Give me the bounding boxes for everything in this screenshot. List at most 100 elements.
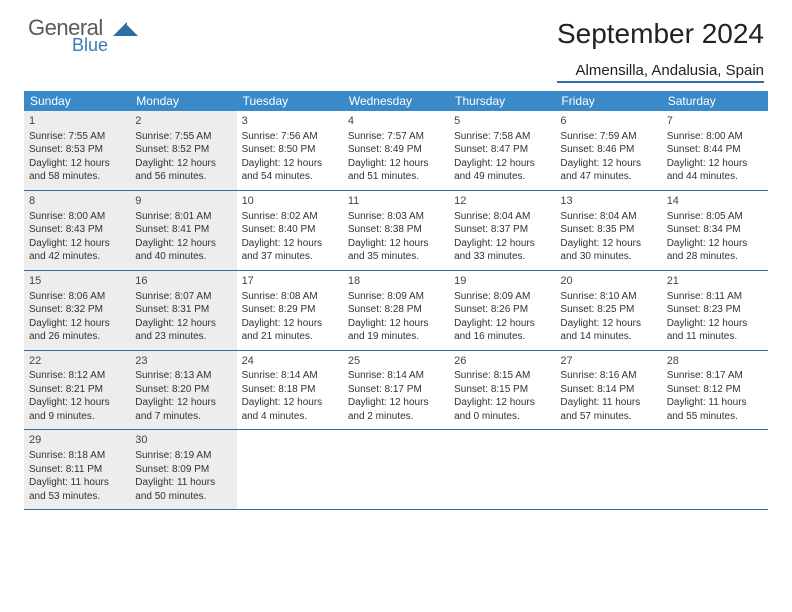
- daylight-line: Daylight: 12 hours and 56 minutes.: [135, 157, 231, 184]
- sunrise-line: Sunrise: 8:02 AM: [242, 210, 338, 224]
- sunrise-line: Sunrise: 8:09 AM: [454, 290, 550, 304]
- sunset-line: Sunset: 8:21 PM: [29, 383, 125, 397]
- day-cell: 8Sunrise: 8:00 AMSunset: 8:43 PMDaylight…: [24, 191, 130, 270]
- sunrise-line: Sunrise: 8:01 AM: [135, 210, 231, 224]
- day-number: 13: [560, 194, 656, 209]
- daylight-line: Daylight: 12 hours and 26 minutes.: [29, 317, 125, 344]
- day-number: 11: [348, 194, 444, 209]
- sunrise-line: Sunrise: 8:15 AM: [454, 369, 550, 383]
- daylight-line: Daylight: 12 hours and 37 minutes.: [242, 237, 338, 264]
- weekday-header: Monday: [130, 91, 236, 111]
- day-number: 19: [454, 274, 550, 289]
- day-cell: 18Sunrise: 8:09 AMSunset: 8:28 PMDayligh…: [343, 271, 449, 350]
- sunrise-line: Sunrise: 7:55 AM: [29, 130, 125, 144]
- sunset-line: Sunset: 8:11 PM: [29, 463, 125, 477]
- sunrise-line: Sunrise: 8:04 AM: [560, 210, 656, 224]
- day-cell: 25Sunrise: 8:14 AMSunset: 8:17 PMDayligh…: [343, 351, 449, 430]
- daylight-line: Daylight: 11 hours and 57 minutes.: [560, 396, 656, 423]
- month-title: September 2024: [557, 18, 764, 50]
- sunset-line: Sunset: 8:40 PM: [242, 223, 338, 237]
- sunrise-line: Sunrise: 8:09 AM: [348, 290, 444, 304]
- day-number: 30: [135, 433, 231, 448]
- sunrise-line: Sunrise: 8:14 AM: [242, 369, 338, 383]
- daylight-line: Daylight: 12 hours and 21 minutes.: [242, 317, 338, 344]
- weekday-header: Tuesday: [237, 91, 343, 111]
- daylight-line: Daylight: 12 hours and 47 minutes.: [560, 157, 656, 184]
- daylight-line: Daylight: 12 hours and 16 minutes.: [454, 317, 550, 344]
- sunrise-line: Sunrise: 7:59 AM: [560, 130, 656, 144]
- day-number: 5: [454, 114, 550, 129]
- sunrise-line: Sunrise: 7:57 AM: [348, 130, 444, 144]
- empty-cell: [662, 430, 768, 509]
- daylight-line: Daylight: 12 hours and 14 minutes.: [560, 317, 656, 344]
- daylight-line: Daylight: 12 hours and 33 minutes.: [454, 237, 550, 264]
- week-row: 8Sunrise: 8:00 AMSunset: 8:43 PMDaylight…: [24, 191, 768, 271]
- sunrise-line: Sunrise: 8:05 AM: [667, 210, 763, 224]
- day-cell: 24Sunrise: 8:14 AMSunset: 8:18 PMDayligh…: [237, 351, 343, 430]
- day-cell: 16Sunrise: 8:07 AMSunset: 8:31 PMDayligh…: [130, 271, 236, 350]
- day-cell: 30Sunrise: 8:19 AMSunset: 8:09 PMDayligh…: [130, 430, 236, 509]
- sunset-line: Sunset: 8:25 PM: [560, 303, 656, 317]
- day-number: 26: [454, 354, 550, 369]
- daylight-line: Daylight: 11 hours and 55 minutes.: [667, 396, 763, 423]
- day-number: 14: [667, 194, 763, 209]
- day-cell: 14Sunrise: 8:05 AMSunset: 8:34 PMDayligh…: [662, 191, 768, 270]
- page-header: General Blue September 2024 Almensilla, …: [0, 0, 792, 91]
- sunset-line: Sunset: 8:41 PM: [135, 223, 231, 237]
- day-number: 3: [242, 114, 338, 129]
- location-label: Almensilla, Andalusia, Spain: [557, 62, 764, 83]
- day-cell: 13Sunrise: 8:04 AMSunset: 8:35 PMDayligh…: [555, 191, 661, 270]
- day-number: 29: [29, 433, 125, 448]
- sunset-line: Sunset: 8:50 PM: [242, 143, 338, 157]
- daylight-line: Daylight: 12 hours and 40 minutes.: [135, 237, 231, 264]
- daylight-line: Daylight: 12 hours and 0 minutes.: [454, 396, 550, 423]
- title-block: September 2024 Almensilla, Andalusia, Sp…: [557, 18, 764, 83]
- sunset-line: Sunset: 8:34 PM: [667, 223, 763, 237]
- daylight-line: Daylight: 12 hours and 42 minutes.: [29, 237, 125, 264]
- daylight-line: Daylight: 12 hours and 9 minutes.: [29, 396, 125, 423]
- brand-word2: Blue: [72, 37, 108, 54]
- sunrise-line: Sunrise: 8:00 AM: [667, 130, 763, 144]
- daylight-line: Daylight: 12 hours and 30 minutes.: [560, 237, 656, 264]
- sunrise-line: Sunrise: 8:12 AM: [29, 369, 125, 383]
- day-cell: 23Sunrise: 8:13 AMSunset: 8:20 PMDayligh…: [130, 351, 236, 430]
- day-number: 2: [135, 114, 231, 129]
- sunrise-line: Sunrise: 8:17 AM: [667, 369, 763, 383]
- sunset-line: Sunset: 8:53 PM: [29, 143, 125, 157]
- daylight-line: Daylight: 12 hours and 7 minutes.: [135, 396, 231, 423]
- daylight-line: Daylight: 12 hours and 58 minutes.: [29, 157, 125, 184]
- day-cell: 19Sunrise: 8:09 AMSunset: 8:26 PMDayligh…: [449, 271, 555, 350]
- day-cell: 7Sunrise: 8:00 AMSunset: 8:44 PMDaylight…: [662, 111, 768, 190]
- weekday-header: Sunday: [24, 91, 130, 111]
- day-number: 22: [29, 354, 125, 369]
- day-cell: 20Sunrise: 8:10 AMSunset: 8:25 PMDayligh…: [555, 271, 661, 350]
- sunrise-line: Sunrise: 7:58 AM: [454, 130, 550, 144]
- empty-cell: [237, 430, 343, 509]
- daylight-line: Daylight: 12 hours and 44 minutes.: [667, 157, 763, 184]
- sunrise-line: Sunrise: 8:11 AM: [667, 290, 763, 304]
- sunrise-line: Sunrise: 8:16 AM: [560, 369, 656, 383]
- day-number: 27: [560, 354, 656, 369]
- sunset-line: Sunset: 8:18 PM: [242, 383, 338, 397]
- daylight-line: Daylight: 11 hours and 53 minutes.: [29, 476, 125, 503]
- day-cell: 11Sunrise: 8:03 AMSunset: 8:38 PMDayligh…: [343, 191, 449, 270]
- sunset-line: Sunset: 8:46 PM: [560, 143, 656, 157]
- day-number: 9: [135, 194, 231, 209]
- day-cell: 26Sunrise: 8:15 AMSunset: 8:15 PMDayligh…: [449, 351, 555, 430]
- day-number: 6: [560, 114, 656, 129]
- sunset-line: Sunset: 8:20 PM: [135, 383, 231, 397]
- week-row: 15Sunrise: 8:06 AMSunset: 8:32 PMDayligh…: [24, 271, 768, 351]
- day-cell: 28Sunrise: 8:17 AMSunset: 8:12 PMDayligh…: [662, 351, 768, 430]
- weekday-header: Friday: [555, 91, 661, 111]
- daylight-line: Daylight: 12 hours and 28 minutes.: [667, 237, 763, 264]
- sunrise-line: Sunrise: 8:03 AM: [348, 210, 444, 224]
- weekday-header: Wednesday: [343, 91, 449, 111]
- daylight-line: Daylight: 12 hours and 11 minutes.: [667, 317, 763, 344]
- day-cell: 12Sunrise: 8:04 AMSunset: 8:37 PMDayligh…: [449, 191, 555, 270]
- day-number: 8: [29, 194, 125, 209]
- sunrise-line: Sunrise: 8:04 AM: [454, 210, 550, 224]
- day-number: 23: [135, 354, 231, 369]
- daylight-line: Daylight: 12 hours and 2 minutes.: [348, 396, 444, 423]
- day-number: 10: [242, 194, 338, 209]
- day-number: 20: [560, 274, 656, 289]
